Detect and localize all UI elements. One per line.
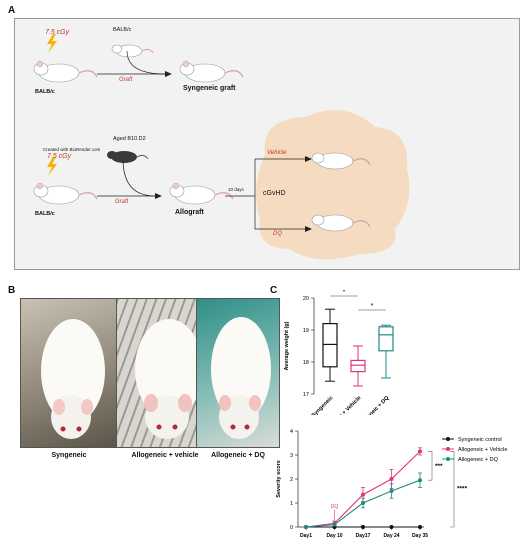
result-label-1: Syngeneic graft [183,85,236,92]
mouse-photo-1 [41,319,105,439]
y-axis-label: Severity score [276,460,282,498]
legend-label: Allogeneic + Vehicle [458,447,507,453]
box [350,359,366,373]
data-point [389,477,394,481]
y-tick-label: 3 [290,453,293,459]
photo-label-dq: Allogeneic + DQ [211,452,265,459]
days-label: 10 days [228,187,244,192]
mouse-photo-2 [135,319,203,439]
dose-label-2: 7.5 cGy [47,153,72,160]
lightning-icon-2 [47,157,57,176]
legend-marker [446,457,450,461]
donor-label-2: Aged B10.D2 [113,136,146,142]
line-chart-severity: 0 1 2 3 4 Severity score Day1 Day 10 Day17 Day 24… [276,429,507,539]
sig-bracket-4 [450,451,455,528]
x-tick-label: Day 10 [326,533,342,539]
panel-a-schematic: 7.5 cGy BALB/c BALB/c Graft Syngeneic gr… [14,18,520,270]
arrowhead-vehicle [305,156,312,162]
panel-letter-b: B [8,285,16,296]
cgvhd-label: cGvHD [263,190,286,197]
y-tick-label: 18 [303,360,309,366]
y-tick-label: 1 [290,501,293,507]
arrowhead-dq [305,226,312,232]
x-tick-label: Day17 [356,533,371,539]
mouse-icon-recipient2 [33,182,98,205]
data-point [389,489,394,493]
photo-syngeneic [20,298,118,448]
y-tick-label: 19 [303,328,309,334]
sig-label-2: * [371,303,374,310]
y-axis-label: Average weight (g) [284,321,290,370]
schematic-svg [33,34,410,260]
dose-label-1: 7.5 cGy [45,29,70,36]
x-tick-label: Day 35 [412,533,428,539]
sig-bracket-3 [428,451,433,481]
x-tick-label: Day1 [300,533,312,539]
dq-label: DQ [273,231,282,237]
lightning-icon-1 [47,34,57,53]
annotation-dq: DQ [331,504,339,510]
mouse-icon-syngeneic [179,60,244,83]
box [378,326,394,352]
sig-label-3: *** [435,463,443,470]
legend-label: Syngeneic control [458,437,502,443]
data-point [418,525,422,529]
result-label-2: Allograft [175,209,204,216]
arrowhead-2 [155,193,162,199]
mouse-icon-donor1 [111,44,154,58]
mouse-icon-recipient1 [33,60,98,83]
data-point [389,525,394,529]
graft-label-2: Graft [115,199,129,205]
sig-label-4: **** [457,486,468,493]
data-point [418,449,422,454]
recipient-label-1: BALB/c [35,89,55,95]
mouse-icon-aged-donor [107,151,149,163]
data-point [361,525,365,529]
mouse-photo-3 [211,317,271,439]
arrow-donor-2 [122,158,156,197]
donor-label-1: BALB/c [113,27,132,33]
biorender-credit: Created with BioRender.com [43,147,101,152]
data-point [418,478,422,483]
cgvhd-cloud [256,109,410,260]
x-tick-label: Day 24 [383,533,399,539]
legend-label: Allogeneic + DQ [458,457,499,463]
panel-letter-c: C [270,285,278,296]
box-plot-weight: 17 18 19 20 Average weight (g) Syngeneic Allog… [284,290,394,415]
graft-label-1: Graft [119,77,133,83]
y-tick-label: 0 [290,525,293,531]
mouse-icon-allograft [169,182,234,205]
category-label: Allogeneic + DQ [356,395,391,415]
photo-label-syngeneic: Syngeneic [51,452,87,459]
data-point [361,501,365,505]
arrowhead-1 [165,71,172,77]
panel-letter-a: A [8,5,16,16]
data-point [304,525,308,529]
y-tick-label: 20 [303,296,309,302]
legend-marker [446,437,450,441]
vehicle-label: Vehicle [267,150,287,156]
arrow-donor-1 [126,50,166,75]
recipient-label-2: BALB/c [35,211,55,217]
legend-marker [446,447,450,451]
sig-label-1: * [343,290,346,296]
box [322,322,338,368]
y-tick-label: 4 [290,429,293,435]
y-tick-label: 17 [303,392,309,398]
data-point [361,492,365,497]
photo-label-vehicle: Allogeneic + vehicle [131,452,199,459]
y-tick-label: 2 [290,477,293,483]
data-point [332,522,337,527]
mouse-icon-vehicle [311,152,371,170]
photo-allogeneic-dq [196,298,280,448]
mouse-icon-dq [311,214,371,232]
category-label: Syngeneic [311,395,335,415]
